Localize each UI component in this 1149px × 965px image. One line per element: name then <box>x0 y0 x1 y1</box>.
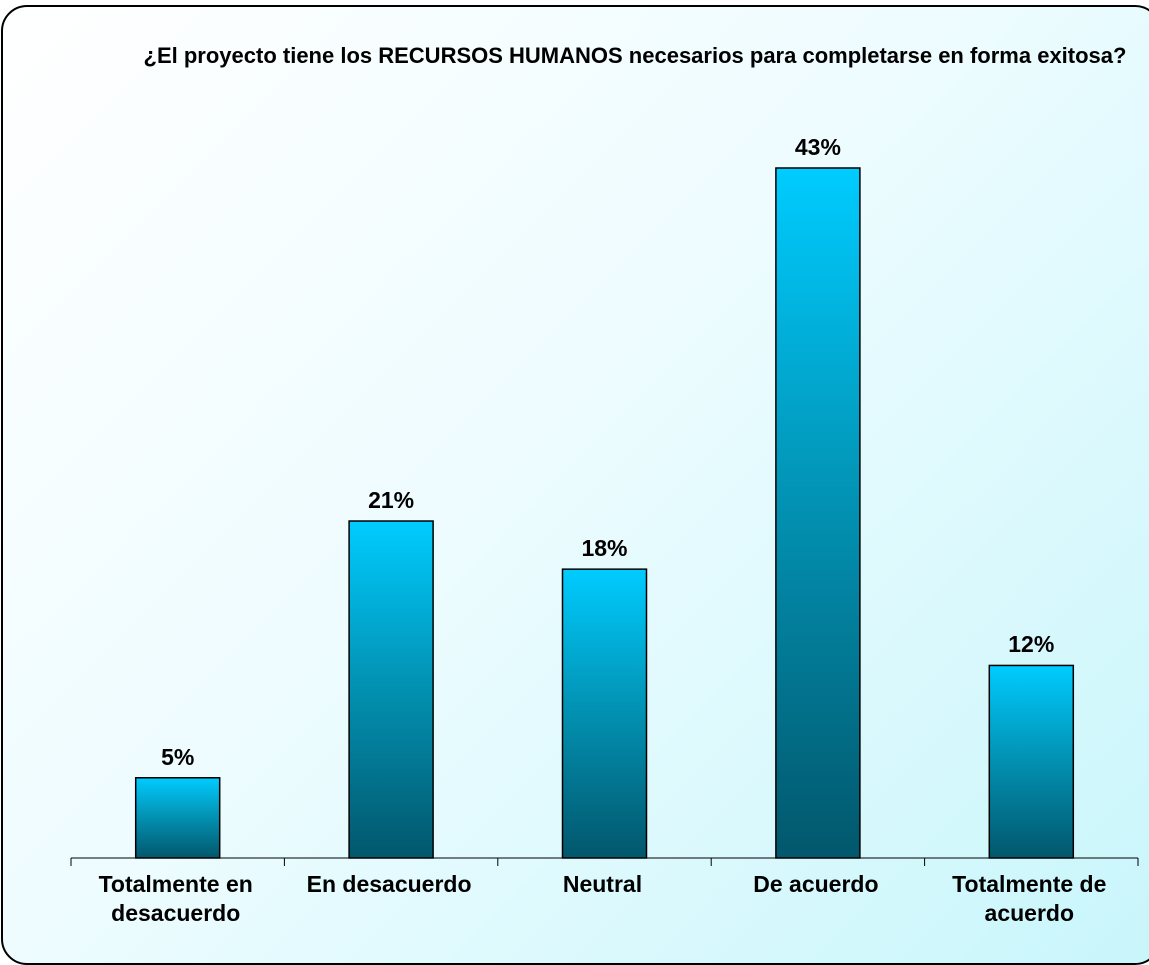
value-label: 18% <box>581 535 628 562</box>
x-tick-label: En desacuerdo <box>306 871 472 897</box>
bar <box>775 167 861 859</box>
value-label: 43% <box>794 134 841 160</box>
value-label: 21% <box>368 487 415 514</box>
value-label: 5% <box>161 743 195 770</box>
bar <box>561 568 648 859</box>
bar <box>348 520 434 859</box>
x-tick-label: Neutral <box>562 871 643 897</box>
value-label: 12% <box>1008 631 1055 658</box>
bar <box>988 664 1075 859</box>
x-tick-label: Totalmente en desacuerdo <box>98 871 253 926</box>
bar <box>134 777 221 859</box>
x-tick-label: De acuerdo <box>753 871 879 897</box>
chart-title: ¿El proyecto tiene los RECURSOS HUMANOS … <box>143 43 1127 68</box>
x-tick-label: Totalmente de acuerdo <box>952 871 1107 926</box>
